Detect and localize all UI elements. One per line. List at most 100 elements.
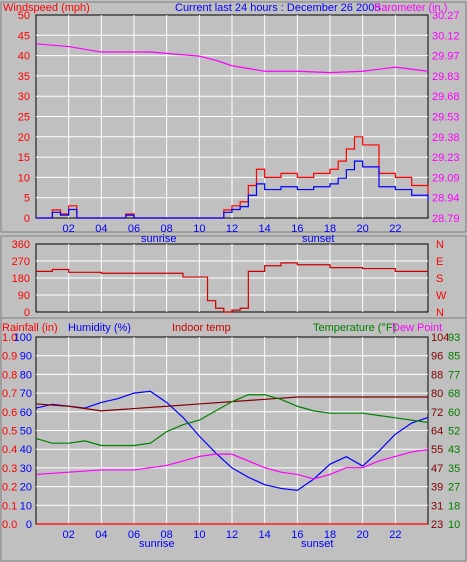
sunset-label-bottom: sunset [301,538,333,550]
dir-letter-label: W [436,290,447,302]
time-tick-label-bottom: 14 [259,529,271,541]
time-tick-label-bottom: 16 [291,529,303,541]
time-tick-label-bottom: 02 [63,529,75,541]
wind-scale-label: 5 [24,193,30,205]
temp-scale-label: 64 [431,426,443,438]
wind-scale-label: 40 [18,51,30,63]
rain-scale-label: 0.2 [2,482,17,494]
rainfall-title: Rainfall (in) [2,322,58,334]
temp-scale-label: 47 [431,463,443,475]
time-tick-label-top: 14 [259,223,271,235]
time-tick-label-top: 06 [128,223,140,235]
humidity-scale-label: 40 [20,444,32,456]
dew-scale-label: 85 [448,351,460,363]
dewpoint-title: Dew Point [392,322,442,334]
wind-direction-line [36,262,428,313]
time-tick-label-bottom: 22 [389,529,401,541]
humidity-line [35,390,429,491]
sunset-label-top: sunset [302,233,334,245]
wind-scale-label: 45 [18,30,30,42]
humidity-scale-label: 80 [20,369,32,381]
dew-scale-label: 18 [448,500,460,512]
time-tick-label-top: 08 [161,223,173,235]
rain-scale-label: 0.5 [2,426,17,438]
baro-scale-label: 28.94 [432,193,460,205]
rain-scale-label: 0.0 [2,519,17,531]
dir-scale-label: 90 [18,290,30,302]
sunrise-label-bottom: sunrise [139,538,174,550]
dir-letter-label: N [436,307,444,319]
wind-scale-label: 35 [18,71,30,83]
dir-letter-label: N [436,239,444,251]
dir-scale-label: 180 [12,273,30,285]
time-tick-label-bottom: 10 [193,529,205,541]
rain-scale-label: 0.9 [2,351,17,363]
humidity-title: Humidity (%) [68,322,131,334]
wind-scale-label: 15 [18,152,30,164]
temperature-title: Temperature (°F) [313,322,396,334]
indoor-title: Indoor temp [172,322,231,334]
temp-scale-label: 96 [431,351,443,363]
time-tick-label-bottom: 20 [357,529,369,541]
humidity-scale-label: 90 [20,351,32,363]
temp-scale-label: 23 [431,519,443,531]
baro-scale-label: 29.23 [432,152,460,164]
baro-scale-label: 29.83 [432,71,460,83]
humidity-scale-label: 30 [20,463,32,475]
rain-scale-label: 0.7 [2,388,17,400]
temp-scale-label: 80 [431,388,443,400]
temp-scale-label: 39 [431,482,443,494]
rain-scale-label: 0.8 [2,369,17,381]
wind-scale-label: 10 [18,172,30,184]
wind-axis-title: Windspeed (mph) [3,2,90,14]
humidity-scale-label: 50 [20,426,32,438]
time-tick-label-bottom: 18 [324,529,336,541]
dew-scale-label: 10 [448,519,460,531]
temp-scale-label: 72 [431,407,443,419]
time-tick-label-bottom: 08 [161,529,173,541]
time-tick-label-top: 16 [291,223,303,235]
time-tick-label-top: 04 [95,223,107,235]
baro-scale-label: 30.12 [432,30,460,42]
time-tick-label-bottom: 12 [226,529,238,541]
barometer-line [35,43,429,74]
dew-scale-label: 68 [448,388,460,400]
temp-scale-label: 55 [431,444,443,456]
rain-scale-label: 0.1 [2,500,17,512]
rain-scale-label: 0.4 [2,444,17,456]
baro-scale-label: 29.68 [432,91,460,103]
time-tick-label-bottom: 06 [128,529,140,541]
baro-scale-label: 29.53 [432,112,460,124]
dew-scale-label: 77 [448,369,460,381]
wind-scale-label: 25 [18,112,30,124]
temp-scale-label: 31 [431,500,443,512]
dew-scale-label: 52 [448,426,460,438]
time-tick-label-top: 18 [324,223,336,235]
time-tick-label-top: 10 [193,223,205,235]
dewpoint-line [35,449,429,480]
dir-scale-label: 270 [12,256,30,268]
baro-scale-label: 28.79 [432,213,460,225]
temperature-line [35,394,429,447]
humidity-scale-label: 60 [20,407,32,419]
dew-scale-label: 35 [448,463,460,475]
dir-scale-label: 360 [12,239,30,251]
humidity-scale-label: 10 [20,500,32,512]
baro-scale-label: 29.38 [432,132,460,144]
time-tick-label-top: 12 [226,223,238,235]
humidity-scale-label: 70 [20,388,32,400]
humidity-scale-label: 20 [20,482,32,494]
baro-scale-label: 29.09 [432,172,460,184]
wind-scale-label: 0 [24,213,30,225]
time-tick-label-top: 02 [63,223,75,235]
rain-scale-label: 1.0 [2,332,17,344]
temp-scale-label: 88 [431,369,443,381]
dew-scale-label: 93 [448,332,460,344]
time-tick-label-bottom: 04 [95,529,107,541]
temp-scale-label: 104 [431,332,449,344]
humidity-scale-label: 100 [14,332,32,344]
dir-letter-label: E [436,256,443,268]
baro-scale-label: 29.97 [432,51,460,63]
wind-average-line [36,160,429,219]
